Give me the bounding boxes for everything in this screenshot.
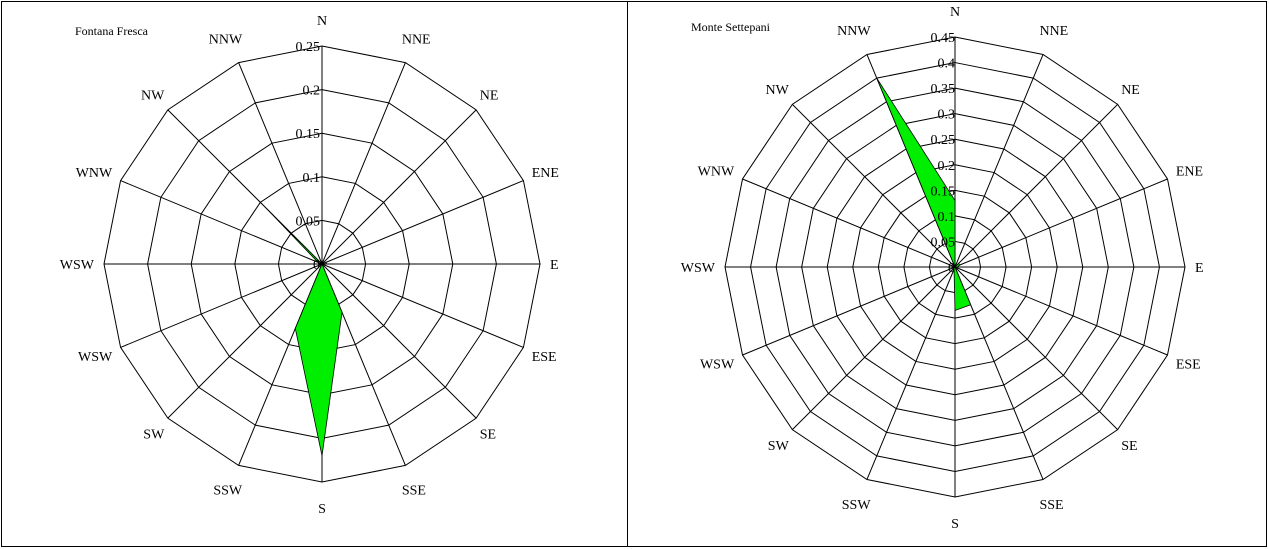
grid-spoke <box>954 104 1118 268</box>
radar-panel-fontana-fresca: Fontana Fresca 0 0.05 0.1 0.15 0.2 0.25 N NNE NE… <box>2 1 626 547</box>
tick-label: 0.1 <box>303 171 321 186</box>
grid-spoke <box>120 180 323 265</box>
direction-label: ESE <box>1176 357 1201 372</box>
direction-label: ENE <box>532 166 559 181</box>
grid-spoke <box>792 104 956 268</box>
grid-spoke <box>742 178 956 268</box>
direction-label: SE <box>1121 439 1137 454</box>
direction-label: NNE <box>402 32 431 47</box>
direction-label: NNW <box>837 24 871 39</box>
tick-label: 0.2 <box>303 84 321 99</box>
grid-spoke <box>321 263 524 348</box>
radar-chart-monte-settepani: Monte Settepani 0 0.05 0.1 0.15 0.2 0.25 0.3 0.… <box>681 5 1204 532</box>
direction-label: S <box>951 517 959 532</box>
direction-label: SSW <box>213 484 243 499</box>
tick-label: 0.2 <box>938 159 956 174</box>
tick-label: 0 <box>948 261 955 276</box>
grid-spoke <box>954 266 1118 430</box>
tick-label: 0.05 <box>931 235 956 250</box>
direction-label: WNW <box>76 166 113 181</box>
tick-label: 0.15 <box>931 184 956 199</box>
direction-label: SSE <box>1039 498 1063 513</box>
tick-label: 0.1 <box>938 210 956 225</box>
tick-label: 0.35 <box>931 82 956 97</box>
direction-label: ENE <box>1176 165 1203 180</box>
grid-spoke <box>120 263 323 348</box>
tick-label: 0.4 <box>938 57 956 72</box>
direction-label: WNW <box>698 165 735 180</box>
grid-spoke <box>954 266 1168 356</box>
tick-label: 0.3 <box>938 108 956 123</box>
grid-spoke <box>954 178 1168 268</box>
grid-spoke <box>792 266 956 430</box>
direction-label: SW <box>768 439 790 454</box>
direction-label: N <box>950 5 960 20</box>
tick-label: 0.25 <box>931 133 956 148</box>
grid-spoke <box>866 266 956 480</box>
direction-label: SSW <box>842 498 872 513</box>
chart-title: Monte Settepani <box>691 20 771 34</box>
direction-label: N <box>317 14 327 29</box>
grid-spoke <box>321 62 406 265</box>
direction-label: SW <box>143 428 165 443</box>
panel-divider <box>627 1 628 547</box>
tick-label: 0 <box>313 258 320 273</box>
grid-spoke <box>167 263 323 419</box>
direction-label: WSW <box>60 258 95 273</box>
grid-spoke <box>321 180 524 265</box>
direction-label: NNW <box>209 32 243 47</box>
direction-label: WSW <box>700 357 735 372</box>
radar-chart-fontana-fresca: Fontana Fresca 0 0.05 0.1 0.15 0.2 0.25 N NNE NE… <box>60 14 559 517</box>
tick-label: 0.45 <box>931 31 956 46</box>
direction-label: E <box>550 258 559 273</box>
direction-label: NNE <box>1039 24 1068 39</box>
direction-label: WSW <box>78 350 113 365</box>
direction-label: WSW <box>681 261 716 276</box>
tick-label: 0.25 <box>296 40 321 55</box>
chart-title: Fontana Fresca <box>75 24 149 38</box>
direction-label: ESE <box>532 350 557 365</box>
radar-panel-monte-settepani: Monte Settepani 0 0.05 0.1 0.15 0.2 0.25 0.3 0.… <box>628 1 1266 547</box>
direction-label: E <box>1195 261 1204 276</box>
direction-label: SE <box>480 428 496 443</box>
grid-layer <box>724 36 1186 498</box>
grid-spoke <box>238 62 323 265</box>
direction-label: SSE <box>402 484 426 499</box>
direction-label: NE <box>480 88 499 103</box>
direction-label: NW <box>765 83 789 98</box>
direction-label: NW <box>141 88 165 103</box>
data-area <box>266 159 343 456</box>
direction-label: S <box>318 502 326 517</box>
grid-spoke <box>321 109 477 265</box>
tick-label: 0.15 <box>296 127 321 142</box>
grid-spoke <box>954 54 1044 268</box>
data-area <box>876 77 972 312</box>
tick-label: 0.05 <box>296 214 321 229</box>
grid-spoke <box>321 263 477 419</box>
direction-label: NE <box>1121 83 1140 98</box>
grid-spoke <box>742 266 956 356</box>
